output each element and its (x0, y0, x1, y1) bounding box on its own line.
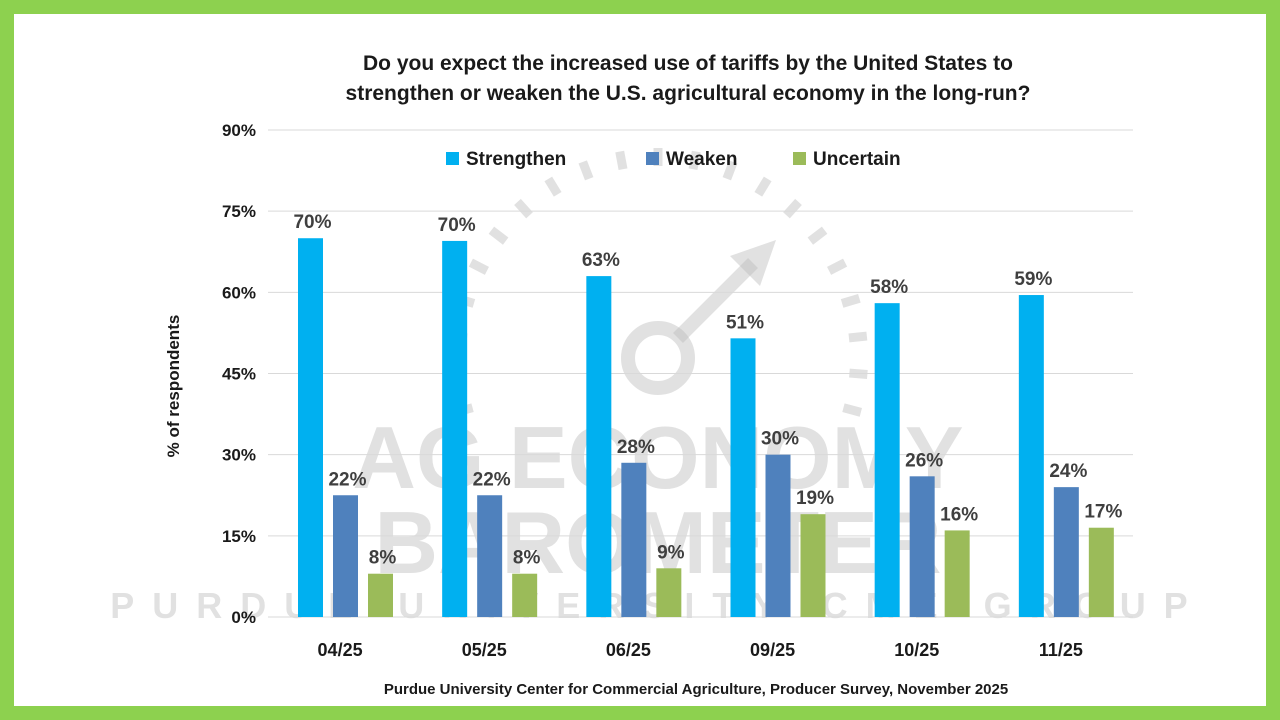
legend-swatch-strengthen (446, 152, 459, 165)
y-tick-label: 30% (222, 446, 256, 465)
legend-swatch-uncertain (793, 152, 806, 165)
x-tick-label: 04/25 (318, 640, 363, 660)
y-tick-label: 60% (222, 283, 256, 302)
data-label-strengthen-09/25: 51% (726, 312, 764, 333)
legend-label-strengthen: Strengthen (466, 149, 566, 170)
bar-strengthen-11/25 (1018, 295, 1044, 617)
chart-title-line-2: strengthen or weaken the U.S. agricultur… (346, 82, 1031, 105)
legend-swatch-weaken (646, 152, 659, 165)
gridlines (268, 129, 1133, 618)
x-tick-label: 11/25 (1039, 640, 1083, 660)
legend-label-weaken: Weaken (666, 149, 737, 170)
data-label-strengthen-10/25: 58% (870, 277, 908, 298)
data-label-uncertain-10/25: 16% (940, 504, 978, 525)
data-label-weaken-11/25: 24% (1049, 461, 1087, 482)
data-label-weaken-09/25: 30% (761, 429, 799, 450)
y-axis-ticks: 0% 15% 30% 45% 60% 75% 90% (222, 121, 256, 627)
data-label-uncertain-09/25: 19% (796, 488, 834, 509)
data-label-uncertain-11/25: 17% (1084, 502, 1122, 523)
x-tick-label: 09/25 (750, 640, 795, 660)
data-label-strengthen-05/25: 70% (438, 215, 476, 236)
data-label-strengthen-06/25: 63% (582, 250, 620, 271)
source-note: Purdue University Center for Commercial … (384, 681, 1008, 698)
watermark-gauge-icon (448, 148, 868, 417)
data-label-strengthen-04/25: 70% (293, 212, 331, 233)
bar-weaken-04/25 (333, 495, 358, 617)
bars (298, 238, 1114, 617)
bar-strengthen-06/25 (586, 276, 612, 617)
y-tick-label: 15% (222, 527, 256, 546)
bar-uncertain-05/25 (512, 573, 538, 617)
bar-uncertain-10/25 (944, 530, 970, 617)
chart: AG ECONOMY BAROMETER PURDUE UNIVERSITY C… (110, 52, 1205, 698)
chart-title-line-1: Do you expect the increased use of tarif… (363, 52, 1013, 75)
data-label-uncertain-04/25: 8% (369, 548, 397, 569)
y-tick-label: 45% (222, 365, 256, 384)
bar-weaken-06/25 (621, 462, 647, 617)
bar-uncertain-11/25 (1088, 527, 1114, 617)
bar-uncertain-09/25 (800, 514, 826, 617)
x-tick-label: 10/25 (894, 640, 939, 660)
data-label-weaken-04/25: 22% (328, 469, 366, 490)
data-labels: 70% 22% 8% 70% 22% 8% 63% 28% 9% 51% 30% 19% 58% 26% 1… (293, 212, 1122, 568)
bar-weaken-11/25 (1053, 487, 1079, 617)
x-axis-categories: 04/25 05/25 06/25 09/25 10/25 11/25 (318, 640, 1083, 660)
bar-uncertain-04/25 (368, 573, 393, 617)
watermark-line-3: PURDUE UNIVERSITY CME GROUP (110, 585, 1205, 626)
bar-weaken-05/25 (477, 495, 503, 617)
y-tick-label: 90% (222, 121, 256, 140)
bar-weaken-09/25 (765, 454, 791, 617)
bar-strengthen-05/25 (442, 240, 468, 617)
y-axis-label: % of respondents (164, 315, 183, 458)
data-label-weaken-10/25: 26% (905, 450, 943, 471)
data-label-weaken-06/25: 28% (617, 437, 655, 458)
data-label-strengthen-11/25: 59% (1014, 269, 1052, 290)
bar-strengthen-10/25 (874, 303, 900, 617)
bar-weaken-10/25 (909, 476, 935, 617)
bar-strengthen-04/25 (298, 238, 323, 617)
x-tick-label: 05/25 (462, 640, 507, 660)
data-label-uncertain-05/25: 8% (513, 548, 541, 569)
legend: Strengthen Weaken Uncertain (446, 149, 901, 170)
bar-uncertain-06/25 (656, 568, 682, 617)
legend-label-uncertain: Uncertain (813, 149, 901, 170)
data-label-weaken-05/25: 22% (473, 469, 511, 490)
y-tick-label: 0% (231, 608, 256, 627)
bar-strengthen-09/25 (730, 338, 756, 617)
y-tick-label: 75% (222, 202, 256, 221)
data-label-uncertain-06/25: 9% (657, 542, 685, 563)
x-tick-label: 06/25 (606, 640, 651, 660)
